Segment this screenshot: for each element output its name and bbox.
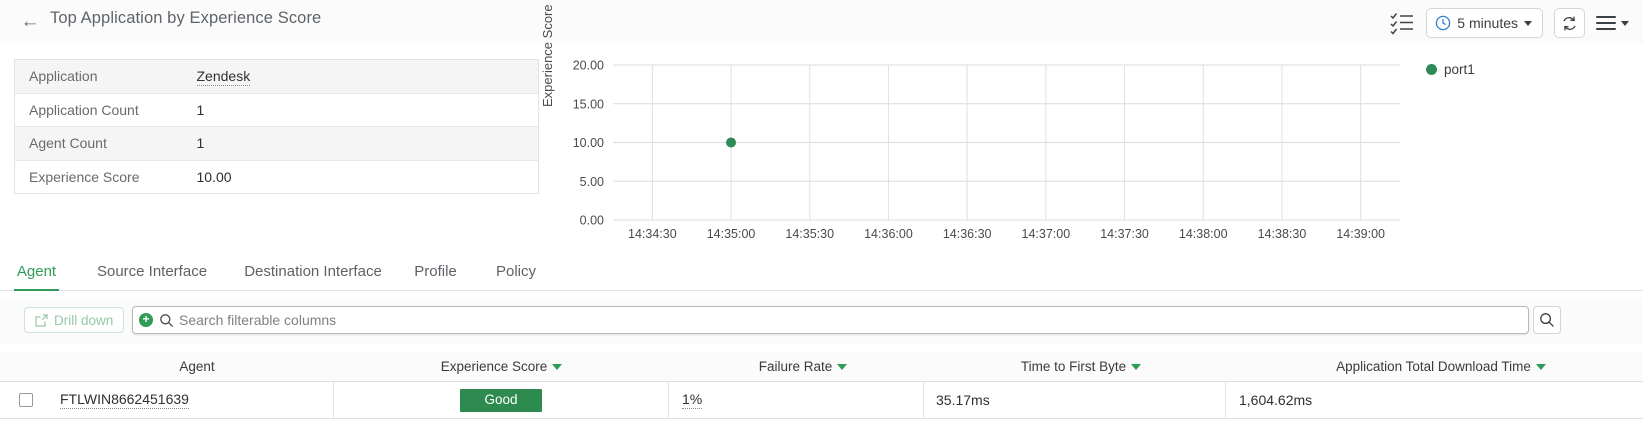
column-label: Agent <box>179 359 215 374</box>
plus-circle-icon[interactable]: + <box>139 313 153 327</box>
svg-text:14:34:30: 14:34:30 <box>628 227 677 241</box>
table-toolbar: Drill down + <box>0 297 1643 344</box>
tab-bar: Agent Source Interface Destination Interfa… <box>0 254 1643 291</box>
svg-text:0.00: 0.00 <box>580 214 604 228</box>
svg-text:14:39:00: 14:39:00 <box>1336 227 1385 241</box>
ttfb-value: 35.17ms <box>936 392 990 408</box>
hamburger-menu-icon[interactable] <box>1596 16 1633 30</box>
cell-agent: FTLWIN8662451639 <box>52 381 334 419</box>
column-label: Failure Rate <box>758 359 833 374</box>
failure-rate-value[interactable]: 1% <box>682 391 703 409</box>
info-value: 1 <box>182 126 539 161</box>
search-submit-button[interactable] <box>1533 306 1561 334</box>
column-header-experience-score[interactable]: Experience Score <box>334 359 669 374</box>
info-key: Experience Score <box>29 168 140 185</box>
column-header-application-total-download-time[interactable]: Application Total Download Time <box>1226 359 1643 374</box>
search-input[interactable] <box>174 312 1528 328</box>
svg-text:14:37:00: 14:37:00 <box>1022 227 1071 241</box>
svg-text:14:36:30: 14:36:30 <box>943 227 992 241</box>
column-header-failure-rate[interactable]: Failure Rate <box>669 359 924 374</box>
tab-source-interface[interactable]: Source Interface <box>96 263 208 280</box>
atdt-value: 1,604.62ms <box>1239 392 1313 408</box>
info-value: 10.00 <box>196 168 232 185</box>
cell-failure-rate: 1% <box>669 381 924 419</box>
svg-text:15.00: 15.00 <box>573 97 604 111</box>
table-row: Application Count 1 <box>14 93 539 127</box>
svg-text:10.00: 10.00 <box>573 136 604 150</box>
page-header: ← Top Application by Experience Score <box>0 0 1643 44</box>
svg-text:14:35:00: 14:35:00 <box>707 227 756 241</box>
cell-experience-score: Good <box>334 381 669 419</box>
application-link[interactable]: Zendesk <box>196 68 251 87</box>
drill-down-label: Drill down <box>54 312 114 328</box>
application-summary-table: Application Zendesk Application Count 1 … <box>14 59 539 194</box>
table-row: Experience Score 10.00 <box>15 160 539 194</box>
agent-data-table: Agent Experience Score Failure Rate Time… <box>0 352 1643 419</box>
svg-text:20.00: 20.00 <box>573 59 604 73</box>
checklist-icon[interactable] <box>1389 11 1415 35</box>
cell-time-to-first-byte: 35.17ms <box>924 381 1226 419</box>
svg-text:14:35:30: 14:35:30 <box>785 227 834 241</box>
time-range-selector[interactable]: 5 minutes <box>1426 8 1543 38</box>
tab-destination-interface[interactable]: Destination Interface <box>244 263 382 280</box>
page-title: Top Application by Experience Score <box>50 9 322 27</box>
row-select-cell <box>0 381 52 419</box>
column-label: Application Total Download Time <box>1336 359 1531 374</box>
cell-application-total-download-time: 1,604.62ms <box>1226 381 1643 419</box>
chart-canvas: 0.00 5.00 10.00 15.00 20.00 14:34:30 14:35:00 1… <box>573 59 1400 241</box>
svg-text:14:38:00: 14:38:00 <box>1179 227 1228 241</box>
tab-policy[interactable]: Policy <box>495 263 536 280</box>
table-row: FTLWIN8662451639 Good 1% 35.17ms 1,604.6… <box>0 381 1643 419</box>
tab-agent[interactable]: Agent <box>14 254 59 291</box>
table-row: Agent Count 1 <box>14 126 539 161</box>
info-key: Application <box>14 59 183 94</box>
info-value: Zendesk <box>182 59 539 94</box>
chevron-down-icon <box>1621 20 1629 26</box>
status-badge[interactable]: Good <box>460 388 542 412</box>
column-label: Time to First Byte <box>1020 359 1127 374</box>
info-key: Application Count <box>14 93 183 127</box>
time-range-label: 5 minutes <box>1457 15 1518 31</box>
svg-text:14:36:00: 14:36:00 <box>864 227 913 241</box>
tab-profile[interactable]: Profile <box>414 263 457 280</box>
column-header-agent[interactable]: Agent <box>52 359 334 374</box>
column-label: Experience Score <box>440 359 548 374</box>
header-controls: 5 minutes <box>1389 8 1633 38</box>
legend-label: port1 <box>1444 62 1475 77</box>
chevron-down-icon <box>1524 20 1532 26</box>
svg-text:14:38:30: 14:38:30 <box>1258 227 1307 241</box>
table-row: Application Zendesk <box>14 59 539 94</box>
column-header-time-to-first-byte[interactable]: Time to First Byte <box>924 359 1226 374</box>
experience-score-chart: Experience Score 0.00 5.00 10.00 15.00 20.00… <box>540 4 1425 245</box>
svg-text:14:37:30: 14:37:30 <box>1100 227 1149 241</box>
info-value: 1 <box>182 93 539 127</box>
row-checkbox[interactable] <box>19 393 33 407</box>
search-bar[interactable]: + <box>132 306 1529 334</box>
arrow-left-icon[interactable]: ← <box>20 11 40 32</box>
sort-descending-icon <box>552 363 563 370</box>
sort-descending-icon <box>837 363 848 370</box>
table-header-row: Agent Experience Score Failure Rate Time… <box>0 352 1643 381</box>
sort-descending-icon <box>1131 363 1142 370</box>
agent-link[interactable]: FTLWIN8662451639 <box>60 391 189 409</box>
info-key: Agent Count <box>14 126 183 161</box>
refresh-icon[interactable] <box>1554 8 1585 38</box>
chart-legend: port1 <box>1426 62 1475 77</box>
drill-down-button[interactable]: Drill down <box>24 307 125 333</box>
sort-descending-icon <box>1535 363 1546 370</box>
svg-text:5.00: 5.00 <box>580 175 604 189</box>
legend-color-swatch <box>1426 64 1437 75</box>
